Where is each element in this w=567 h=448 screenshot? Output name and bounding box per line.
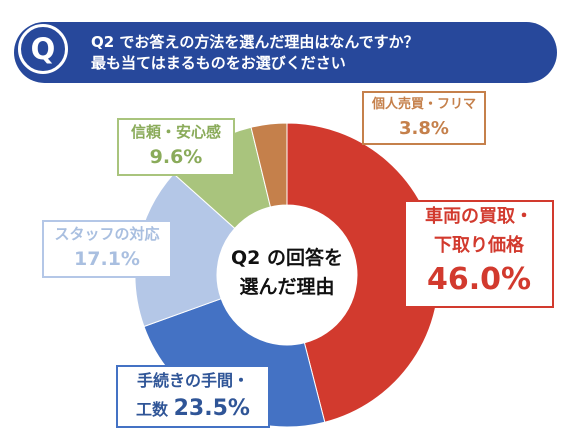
callout-trust: 信頼・安心感 9.6% xyxy=(117,118,235,176)
question-badge: Q xyxy=(18,24,68,74)
callout-resale: 個人売買・フリマ 3.8% xyxy=(362,91,486,145)
callout-staff-value: 17.1% xyxy=(74,248,140,270)
slice-staff xyxy=(134,173,236,328)
callout-price: 車両の買取・ 下取り価格 46.0% xyxy=(404,200,554,308)
donut-center-label: Q2 の回答を 選んだ理由 xyxy=(219,244,355,302)
callout-procedure-line-2: 工数 xyxy=(136,400,169,419)
callout-procedure-line-1: 手続きの手間・ xyxy=(136,371,249,390)
callout-resale-value: 3.8% xyxy=(399,118,449,139)
question-banner: Q Q2 でお答えの方法を選んだ理由はなんですか？ 最も当てはまるものをお選びく… xyxy=(14,22,557,83)
callout-price-line-1: 車両の買取・ xyxy=(425,206,533,227)
callout-price-value: 46.0% xyxy=(426,262,532,297)
callout-trust-label: 信頼・安心感 xyxy=(130,123,221,141)
question-line-2: 最も当てはまるものをお選びください xyxy=(91,54,346,72)
callout-procedure: 手続きの手間・ 工数 23.5% xyxy=(116,365,270,428)
callout-price-line-2: 下取り価格 xyxy=(434,235,524,256)
slice-price xyxy=(286,122,440,423)
center-label-line-1: Q2 の回答を xyxy=(231,247,343,269)
callout-procedure-value: 23.5% xyxy=(173,396,250,421)
question-text: Q2 でお答えの方法を選んだ理由はなんですか？ 最も当てはまるものをお選びくださ… xyxy=(91,32,551,74)
slice-resale xyxy=(250,122,288,208)
callout-trust-value: 9.6% xyxy=(149,146,203,168)
callout-staff: スタッフの対応 17.1% xyxy=(42,220,172,278)
question-line-1: Q2 でお答えの方法を選んだ理由はなんですか？ xyxy=(91,33,419,51)
callout-staff-label: スタッフの対応 xyxy=(54,225,160,243)
center-label-line-2: 選んだ理由 xyxy=(239,276,335,298)
callout-resale-label: 個人売買・フリマ xyxy=(371,97,476,112)
